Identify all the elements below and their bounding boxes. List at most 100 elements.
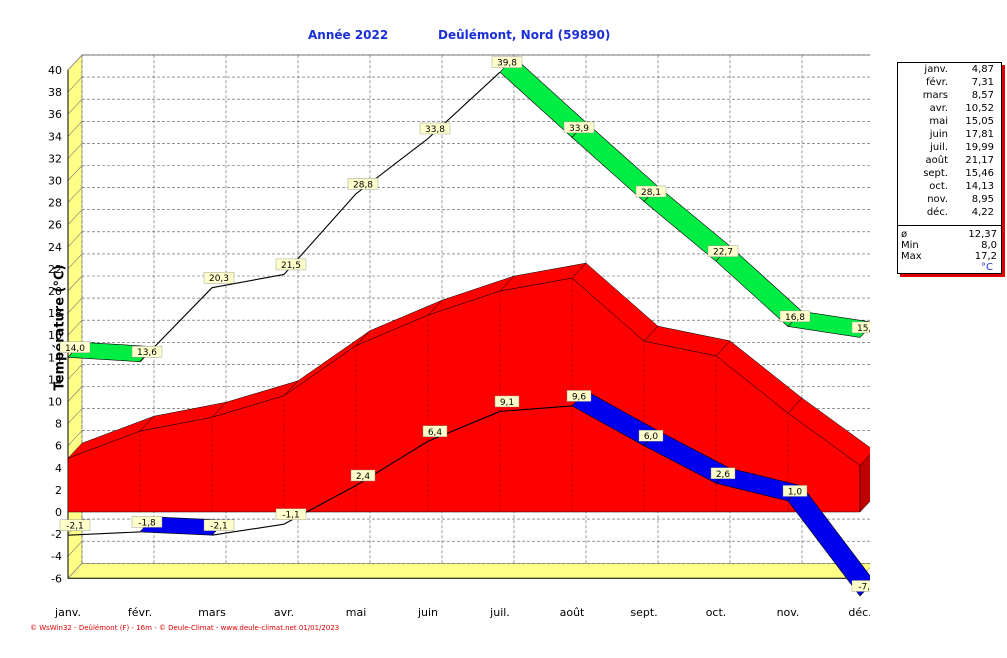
legend-value: 15,05	[965, 116, 994, 127]
data-label: 22,7	[713, 248, 733, 258]
x-tick-label: nov.	[777, 606, 800, 619]
legend-row: août 21,17	[898, 154, 1001, 167]
legend-value: 19,99	[965, 142, 994, 153]
gridline-wall-tick	[67, 231, 83, 248]
legend-row: juil. 19,99	[898, 141, 1001, 154]
gridline-wall-tick	[67, 143, 83, 159]
data-label: -2,1	[210, 522, 228, 532]
gridline-wall-tick	[67, 297, 83, 314]
y-tick-label: -2	[51, 528, 62, 541]
data-label-box	[491, 56, 523, 68]
legend-unit: °C	[981, 262, 993, 273]
legend-row: mars 8,57	[898, 89, 1001, 102]
data-label: 9,1	[500, 398, 514, 408]
y-tick-label: 6	[55, 440, 62, 453]
legend-month: nov.	[927, 194, 948, 205]
data-label-box	[494, 395, 520, 408]
y-tick-label: 26	[48, 219, 62, 232]
floor-wall	[67, 562, 870, 579]
legend-value: 14,13	[965, 181, 994, 192]
legend-month: juil.	[930, 142, 948, 153]
x-tick-label: juin	[417, 606, 438, 619]
legend-month: déc.	[926, 207, 948, 218]
data-label: -1,8	[138, 518, 156, 528]
data-label-box	[851, 580, 870, 592]
legend-stat-row: Min 8,0	[898, 240, 1001, 251]
gridline-wall-tick	[67, 386, 83, 402]
data-label-box	[779, 310, 811, 323]
data-label: 20,3	[209, 274, 229, 284]
data-label-box	[275, 508, 307, 520]
gridline-wall-tick	[67, 364, 83, 380]
data-label-box	[422, 425, 448, 437]
data-label-box	[59, 341, 91, 353]
min-ribbon-edge	[499, 405, 573, 412]
x-tick-label: sept.	[630, 606, 657, 619]
legend-month: juin	[929, 129, 948, 140]
data-label-box	[563, 121, 595, 134]
legend-row: oct. 14,13	[898, 180, 1001, 193]
mean-area-side	[859, 454, 870, 513]
x-tick-label: janv.	[54, 606, 81, 619]
legend-row: déc. 4,22	[898, 206, 1001, 219]
legend-row: avr. 10,52	[898, 102, 1001, 115]
data-label: 33,9	[569, 124, 589, 134]
legend-month: mai	[929, 116, 948, 127]
y-tick-label: -6	[51, 572, 62, 585]
y-tick-label: 14	[48, 351, 62, 364]
y-tick-label: 36	[48, 108, 62, 121]
y-tick-label: 20	[48, 285, 62, 298]
data-label: 21,5	[281, 261, 301, 271]
legend-row: mai 15,05	[898, 115, 1001, 128]
data-label: 33,8	[425, 125, 445, 135]
legend-row: sept. 15,46	[898, 167, 1001, 180]
data-label: 16,8	[785, 313, 805, 323]
y-tick-label: -4	[51, 550, 62, 563]
gridline-wall-tick	[67, 209, 83, 225]
legend-row: nov. 8,95	[898, 193, 1001, 206]
legend-month: mars	[922, 90, 948, 101]
data-label-box	[635, 185, 667, 198]
data-label-box	[275, 258, 307, 271]
gridline-wall-tick	[67, 76, 83, 93]
legend-value: 10,52	[965, 103, 994, 114]
gridline-wall-tick	[67, 408, 83, 424]
gridline-wall-tick	[67, 187, 83, 203]
data-label-box	[203, 271, 235, 284]
legend-value: 8,57	[971, 90, 994, 101]
data-label-box	[419, 122, 451, 135]
data-label: 28,8	[353, 180, 373, 190]
gridline-wall-tick	[67, 54, 83, 71]
min-ribbon-edge	[67, 531, 141, 536]
chart-legend: janv. 4,87 févr. 7,31 mars 8,57 avr. 10,52 mai 15…	[897, 62, 1002, 274]
legend-stat-label: Max	[901, 251, 922, 262]
gridline-wall-tick	[67, 121, 83, 137]
x-tick-label: mars	[198, 606, 226, 619]
legend-row: juin 17,81	[898, 128, 1001, 141]
y-tick-label: 30	[48, 175, 62, 188]
x-tick-label: juil.	[489, 606, 510, 619]
legend-value: 4,87	[971, 64, 994, 75]
legend-divider	[898, 225, 1001, 226]
data-label: 1,0	[788, 487, 803, 497]
y-tick-label: 24	[48, 241, 62, 254]
data-label-box	[638, 430, 664, 442]
gridline-wall-tick	[67, 253, 83, 270]
data-label-box	[851, 321, 870, 334]
legend-value: 8,95	[971, 194, 994, 205]
min-ribbon-edge	[211, 523, 285, 536]
legend-month: août	[925, 155, 948, 166]
legend-row: févr. 7,31	[898, 76, 1001, 89]
x-tick-label: mai	[346, 606, 367, 619]
x-tick-label: déc.	[848, 606, 870, 619]
y-tick-label: 32	[48, 152, 62, 165]
data-label: 39,8	[497, 59, 517, 69]
legend-stat-value: 8,0	[981, 240, 997, 251]
data-label-box	[710, 467, 736, 479]
legend-month: févr.	[926, 77, 948, 88]
x-tick-label: oct.	[706, 606, 727, 619]
data-label: 15,8	[857, 324, 870, 334]
x-tick-label: avr.	[274, 606, 294, 619]
data-label: 9,6	[572, 392, 587, 402]
legend-value: 4,22	[971, 207, 994, 218]
